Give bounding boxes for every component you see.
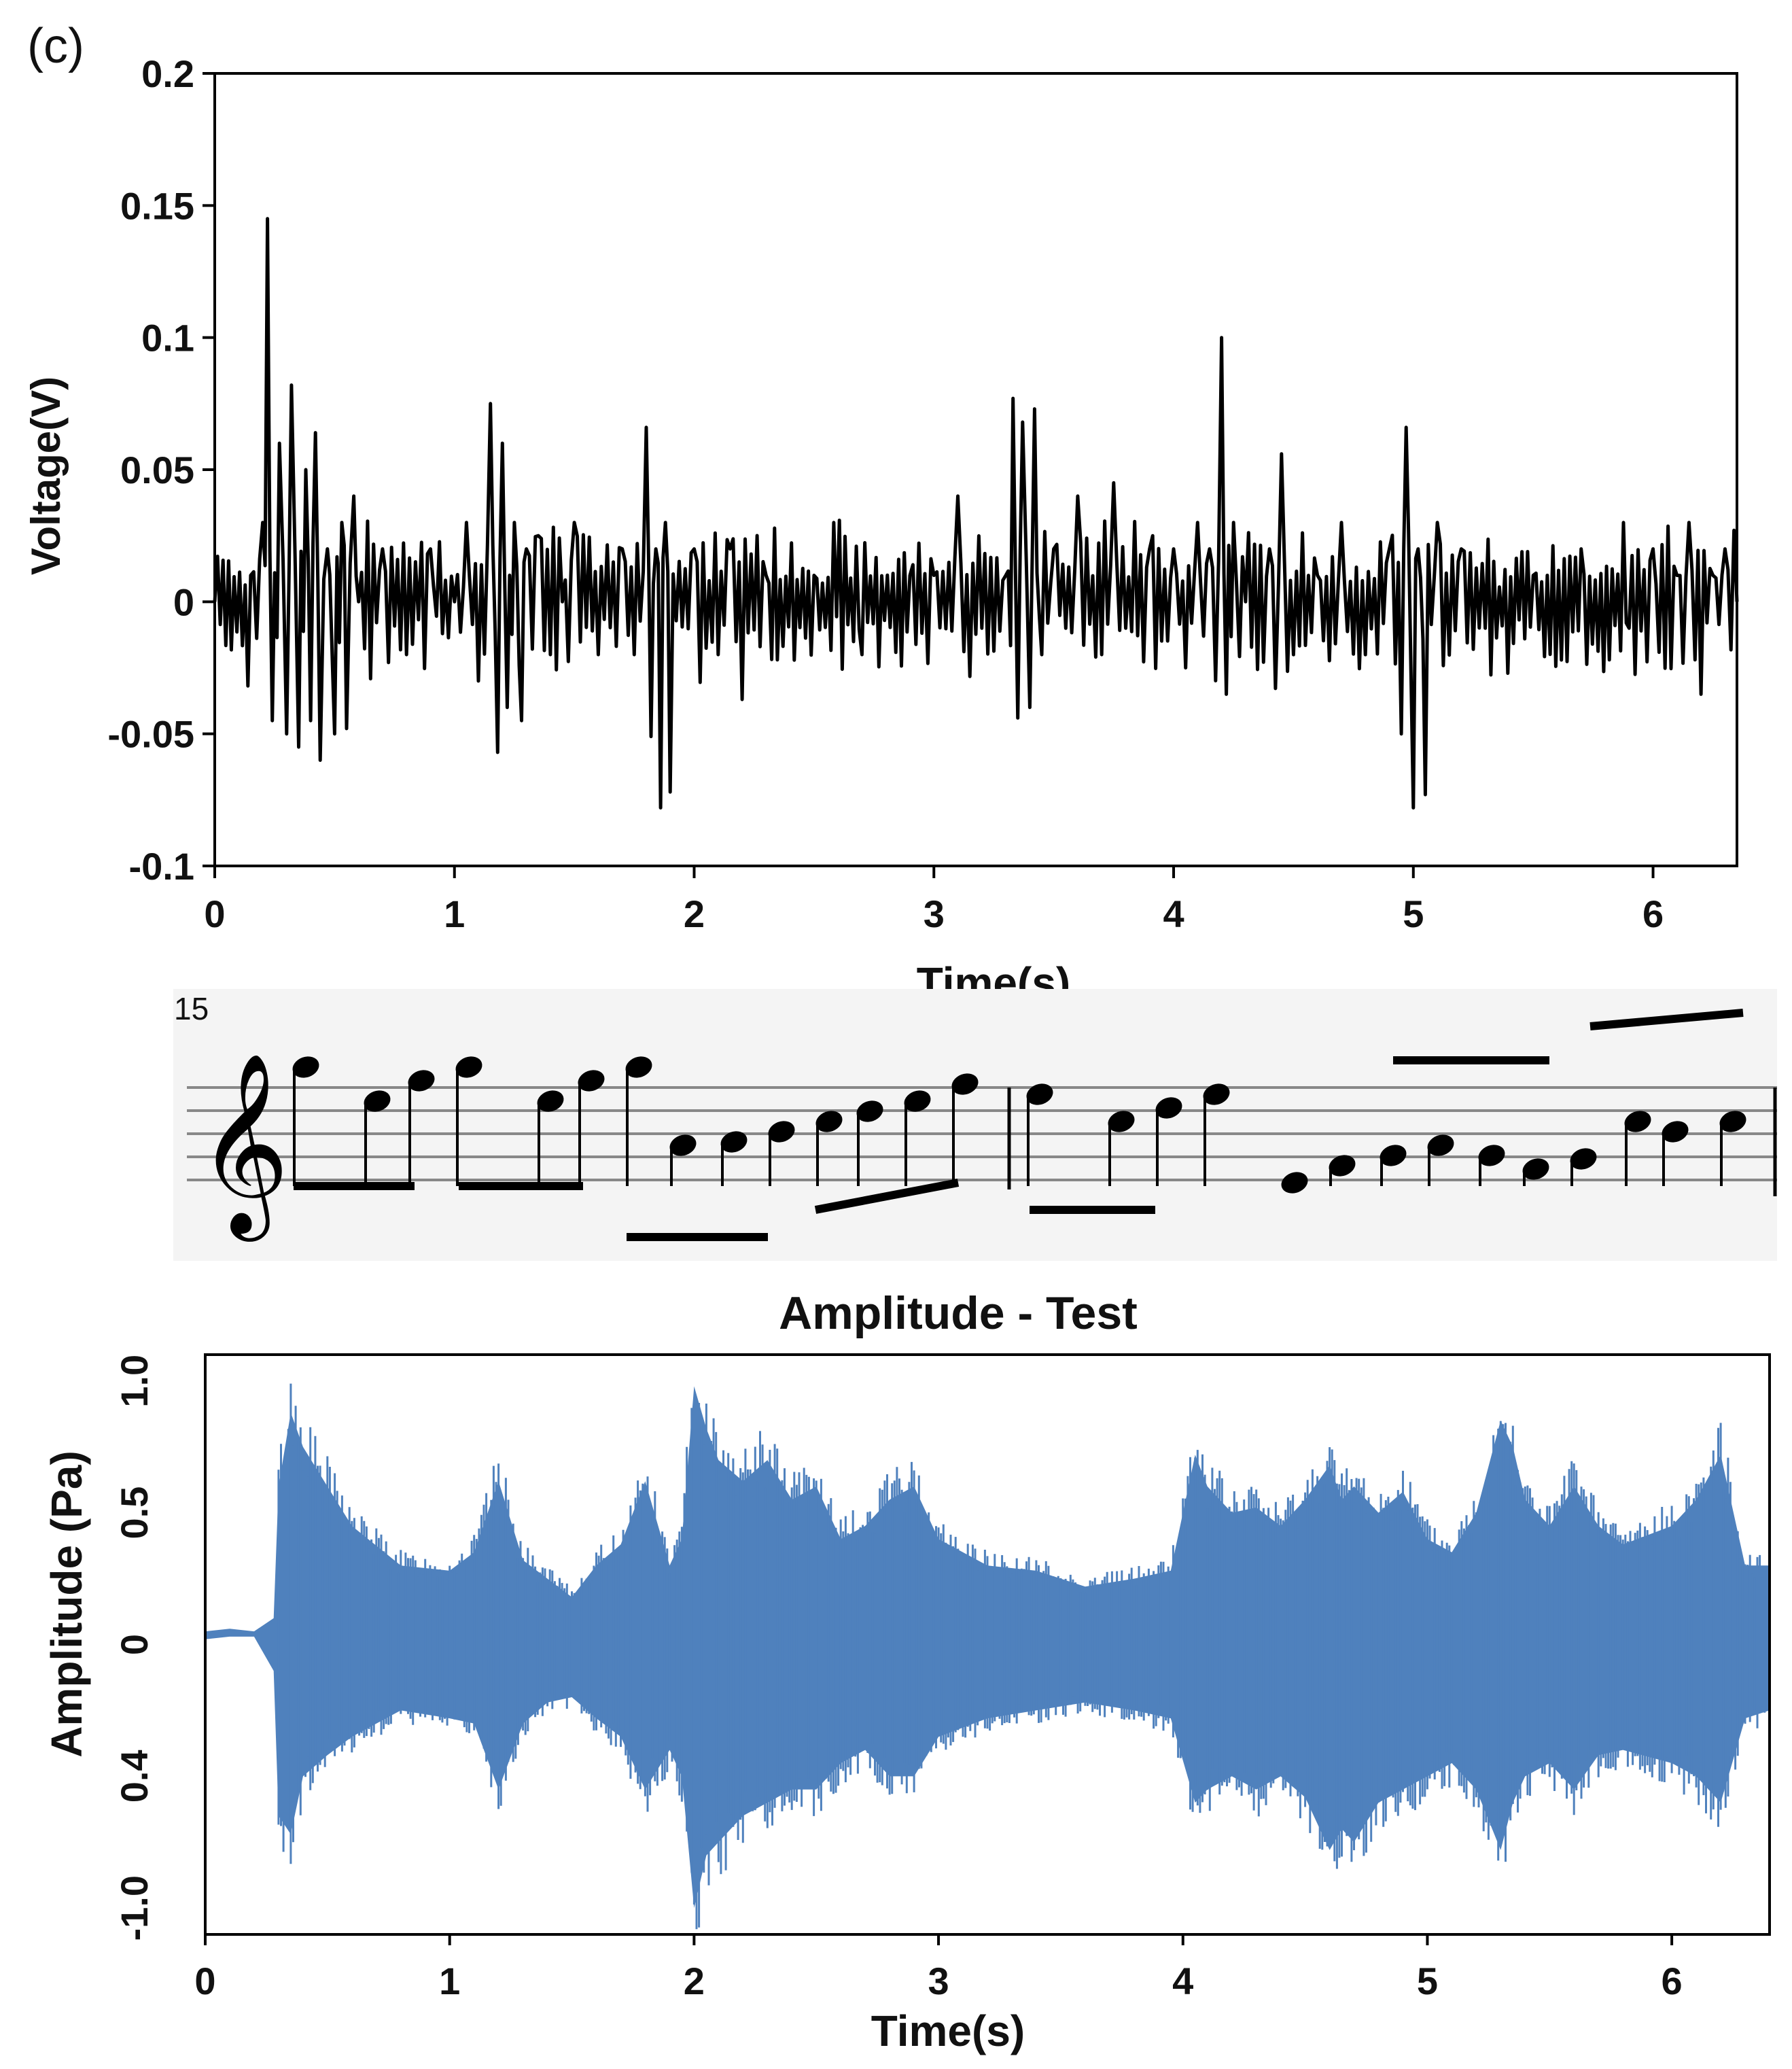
note-head <box>815 1111 843 1132</box>
amplitude-x-tick-label: 3 <box>928 1960 949 2002</box>
note-head <box>364 1090 391 1112</box>
note-head <box>720 1131 748 1153</box>
amplitude-y-axis-label: Amplitude (Pa) <box>42 1450 91 1758</box>
notes <box>292 1009 1746 1241</box>
amplitude-x-tick-label: 2 <box>684 1960 705 2002</box>
note-head <box>669 1134 697 1156</box>
voltage-y-tick-label: 0.05 <box>120 449 194 491</box>
amplitude-y-tick-label: 0.4 <box>113 1750 156 1803</box>
amplitude-x-axis-ticks: 0 1 2 3 4 5 6 <box>194 1934 1683 2002</box>
voltage-x-axis-ticks: 0 1 2 3 4 5 6 <box>204 866 1664 935</box>
note-head <box>1662 1121 1689 1143</box>
voltage-y-tick-label: 0.2 <box>141 52 194 95</box>
note-beam <box>1589 1009 1744 1030</box>
voltage-y-axis-label: Voltage(V) <box>23 377 69 575</box>
note-head <box>856 1100 883 1122</box>
voltage-x-tick-label: 4 <box>1163 892 1184 935</box>
note-head <box>1026 1083 1053 1105</box>
voltage-x-tick-label: 2 <box>684 892 705 935</box>
amplitude-x-tick-label: 6 <box>1662 1960 1683 2002</box>
panel-label: (c) <box>27 19 84 73</box>
amplitude-x-axis-label: Time(s) <box>871 2006 1025 2055</box>
voltage-x-tick-label: 5 <box>1403 892 1424 935</box>
amplitude-plot-frame <box>204 1353 1771 1936</box>
amplitude-spikes <box>277 1383 1766 1930</box>
note-head <box>537 1090 564 1112</box>
treble-clef-icon: 𝄞 <box>197 1052 289 1242</box>
voltage-x-tick-label: 6 <box>1642 892 1664 935</box>
note-head <box>1203 1083 1230 1105</box>
note-head <box>1427 1134 1454 1156</box>
voltage-y-tick-label: 0 <box>173 580 194 623</box>
note-head <box>951 1073 979 1095</box>
voltage-x-tick-label: 0 <box>204 892 225 935</box>
note-head <box>625 1056 652 1078</box>
note-head <box>408 1070 435 1092</box>
amplitude-y-tick-label: 0.5 <box>113 1486 156 1540</box>
note-head <box>1478 1145 1505 1166</box>
music-score: 15 𝄞 <box>173 989 1777 1261</box>
note-head <box>455 1056 482 1078</box>
amplitude-chart-title: Amplitude - Test <box>779 1287 1138 1339</box>
amplitude-x-tick-label: 5 <box>1417 1960 1438 2002</box>
voltage-y-axis-ticks: 0.2 0.15 0.1 0.05 0 -0.05 -0.1 <box>107 52 215 888</box>
voltage-x-tick-label: 3 <box>924 892 945 935</box>
note-head <box>1329 1155 1356 1177</box>
note-beam <box>814 1179 960 1214</box>
voltage-y-tick-label: 0.15 <box>120 184 194 227</box>
amplitude-y-tick-label: 1.0 <box>113 1355 156 1408</box>
note-head <box>1719 1111 1746 1132</box>
note-head <box>1522 1158 1549 1180</box>
voltage-series-line <box>213 217 1739 810</box>
note-head <box>1281 1172 1308 1194</box>
note-head <box>578 1070 605 1092</box>
voltage-y-tick-label: 0.1 <box>141 317 194 360</box>
note-head <box>292 1056 319 1078</box>
amplitude-x-tick-label: 4 <box>1172 1960 1193 2002</box>
note-head <box>904 1090 931 1112</box>
voltage-y-tick-label: -0.05 <box>107 713 194 756</box>
amplitude-x-tick-label: 0 <box>194 1960 215 2002</box>
amplitude-y-tick-label: 0 <box>113 1634 156 1655</box>
score-background <box>173 989 1777 1261</box>
note-head <box>1570 1148 1597 1170</box>
voltage-y-tick-label: -0.1 <box>129 845 195 888</box>
note-head <box>1624 1111 1651 1132</box>
amplitude-x-tick-label: 1 <box>439 1960 460 2002</box>
voltage-x-tick-label: 1 <box>444 892 465 935</box>
measure-number: 15 <box>174 991 209 1026</box>
amplitude-y-axis-ticks: 1.0 0.5 0 0.4 -1.0 <box>113 1355 156 1941</box>
note-head <box>768 1121 795 1143</box>
amplitude-y-tick-label: -1.0 <box>113 1875 156 1941</box>
note-head <box>1155 1097 1182 1119</box>
staff-lines <box>187 1086 1777 1181</box>
note-head <box>1108 1111 1135 1132</box>
note-head <box>1380 1145 1407 1166</box>
